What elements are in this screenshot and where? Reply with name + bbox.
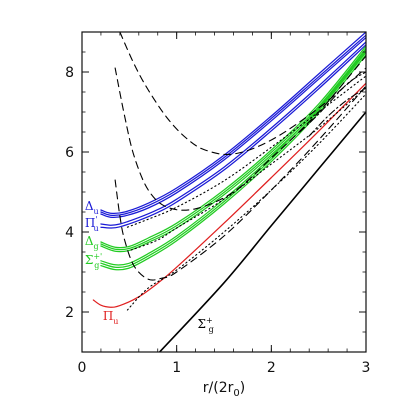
x-tick-label: 0	[78, 360, 87, 376]
series-line-delta-g-b	[100, 47, 366, 251]
series-line-delta-g-a	[100, 45, 366, 249]
series-label-pi-u-red: Πu	[103, 309, 119, 326]
axis-ticks: 0 1 2 3 2 4 6 8	[65, 31, 371, 376]
y-tick-label: 2	[65, 305, 74, 321]
series-line-sigma-g-plus	[158, 111, 366, 352]
x-axis-title: r/(2r0)	[203, 380, 245, 399]
series-line-dotted-1	[126, 75, 366, 228]
x-tick-label: 2	[267, 360, 276, 376]
series-label-pi-u-prime: Π' u	[85, 215, 99, 233]
series-label-sigma-g-plus: Σ+ g	[197, 316, 213, 334]
series-label-sigma-g-prime: Σ+' g	[85, 252, 102, 270]
plot-area	[92, 32, 366, 352]
series-line-dotted-3	[126, 93, 366, 311]
series-line-dashdot-2	[308, 87, 366, 137]
series-line-dashed-3	[114, 85, 366, 281]
series-line-dashed-2	[114, 55, 366, 211]
series-line-dashed-1	[119, 32, 366, 156]
y-tick-label: 6	[65, 145, 74, 161]
x-tick-label: 3	[362, 360, 371, 376]
x-tick-label: 1	[172, 360, 181, 376]
series-line-dotted-2	[130, 87, 366, 251]
y-tick-label: 8	[65, 65, 74, 81]
series-line-delta-u-a	[100, 32, 366, 215]
series-label-delta-u: Δu	[85, 199, 99, 216]
series-label-delta-g: Δg	[85, 234, 99, 251]
series-line-delta-u-c	[100, 36, 366, 218]
series-line-sigma-g-prime-b	[100, 51, 366, 269]
series-line-pi-u	[92, 82, 366, 308]
series-line-pi-u-prime-a	[100, 41, 366, 226]
series-line-delta-u-b	[100, 34, 366, 217]
series-line-sigma-g-prime-a	[100, 49, 366, 266]
series-line-pi-u-prime-b	[100, 44, 366, 229]
series-line-dashdot-1	[299, 71, 366, 133]
y-tick-label: 4	[65, 225, 74, 241]
